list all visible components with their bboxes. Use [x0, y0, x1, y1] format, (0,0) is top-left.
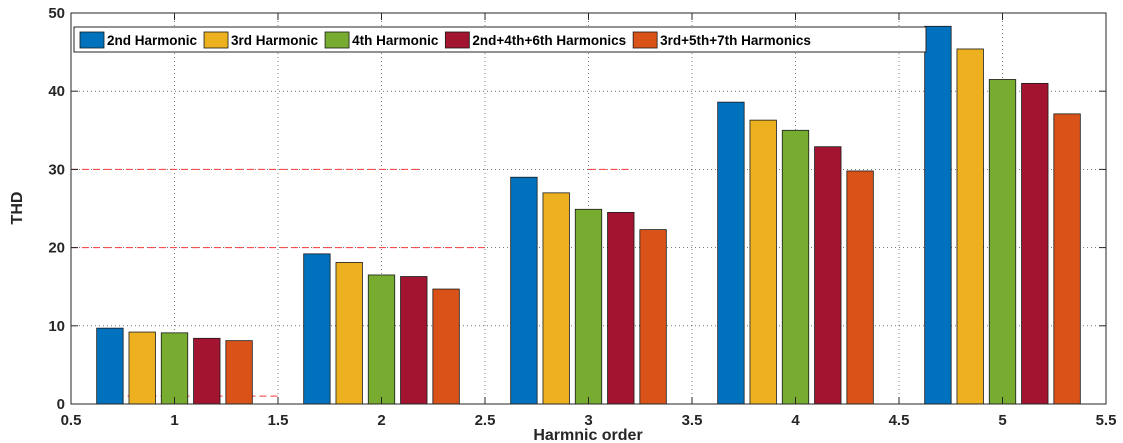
legend-label: 4th Harmonic	[352, 33, 439, 48]
legend-swatch	[203, 31, 229, 49]
x-tick-label: 5.5	[1096, 412, 1117, 429]
bar	[193, 337, 221, 405]
bar	[749, 119, 777, 405]
bar	[128, 331, 156, 405]
legend-swatch	[79, 31, 105, 49]
bar	[160, 332, 189, 405]
x-tick-label: 3	[584, 412, 592, 429]
bar	[639, 229, 667, 405]
bar	[924, 25, 952, 405]
y-tick-label: 40	[48, 83, 65, 100]
bars	[96, 25, 1081, 405]
legend-swatch	[632, 31, 658, 49]
bar	[432, 288, 460, 405]
bar	[781, 129, 810, 405]
y-tick-label: 30	[48, 161, 65, 178]
legend-label: 3rd Harmonic	[231, 33, 319, 48]
bar	[574, 208, 603, 405]
x-tick-label: 4	[791, 412, 800, 429]
bar	[400, 276, 428, 405]
bar	[303, 253, 331, 405]
bar	[225, 340, 253, 405]
x-tick-label: 1	[170, 412, 178, 429]
x-tick-label: 0.5	[61, 412, 82, 429]
legend: 2nd Harmonic 3rd Harmonic 4th Harmonic 2nd+…	[73, 26, 927, 53]
x-tick-label: 2	[377, 412, 385, 429]
legend-swatch	[444, 31, 470, 49]
bar	[814, 146, 842, 405]
x-tick-label: 2.5	[475, 412, 496, 429]
legend-label: 2nd Harmonic	[107, 33, 198, 48]
y-axis-label: THD	[9, 192, 26, 225]
bar	[367, 274, 396, 405]
y-tick-label: 50	[48, 5, 65, 22]
bar	[607, 212, 635, 405]
bar	[988, 79, 1017, 405]
bar	[717, 101, 745, 405]
ticks: 0.5 1 1.5 2 2.5 3 3.5 4 4.5 5 5.5 0 10 20 30 40 50	[48, 5, 1116, 429]
bar	[542, 192, 570, 405]
bar	[335, 262, 363, 405]
x-tick-label: 5	[998, 412, 1006, 429]
y-tick-label: 0	[57, 396, 65, 413]
bar	[510, 176, 538, 405]
bar	[956, 48, 984, 405]
x-axis-label: Harmnic order	[533, 427, 642, 443]
bar	[96, 327, 124, 405]
bar	[1021, 82, 1049, 405]
bar	[846, 170, 874, 405]
bar	[1053, 113, 1081, 405]
x-tick-label: 1.5	[268, 412, 289, 429]
legend-swatch	[324, 31, 350, 49]
legend-label: 2nd+4th+6th Harmonics	[472, 33, 626, 48]
x-tick-label: 4.5	[889, 412, 910, 429]
grid-lines	[71, 13, 1106, 404]
legend-label: 3rd+5th+7th Harmonics	[660, 33, 811, 48]
y-tick-label: 10	[48, 318, 65, 335]
x-tick-label: 3.5	[682, 412, 703, 429]
y-tick-label: 20	[48, 240, 65, 257]
